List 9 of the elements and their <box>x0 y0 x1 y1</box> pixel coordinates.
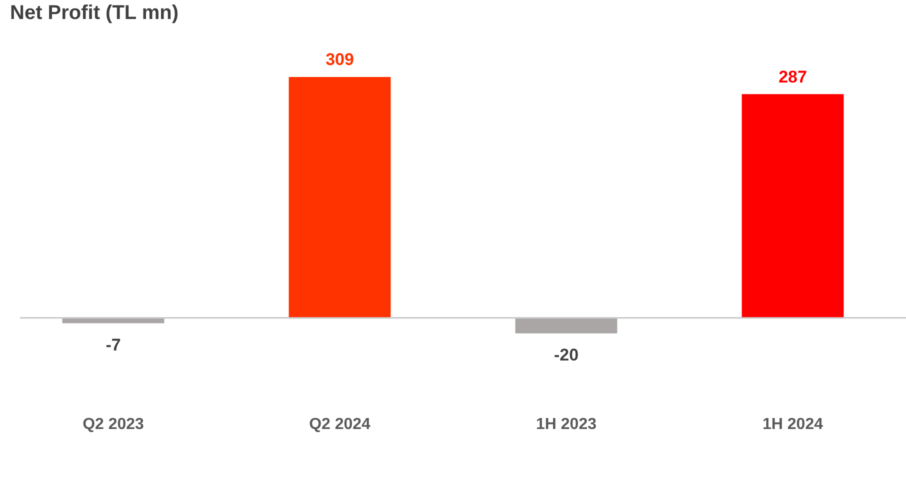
data-label: 287 <box>778 67 807 86</box>
x-tick-label: 1H 2024 <box>762 416 824 433</box>
chart-title: Net Profit (TL mn) <box>10 2 179 25</box>
data-label: 309 <box>326 50 354 70</box>
x-tick-label: Q2 2023 <box>82 416 144 433</box>
x-tick-label: 1H 2023 <box>536 416 597 433</box>
x-tick-label: Q2 2024 <box>309 416 371 433</box>
data-label: -7 <box>106 335 121 354</box>
data-label: -20 <box>554 346 579 365</box>
